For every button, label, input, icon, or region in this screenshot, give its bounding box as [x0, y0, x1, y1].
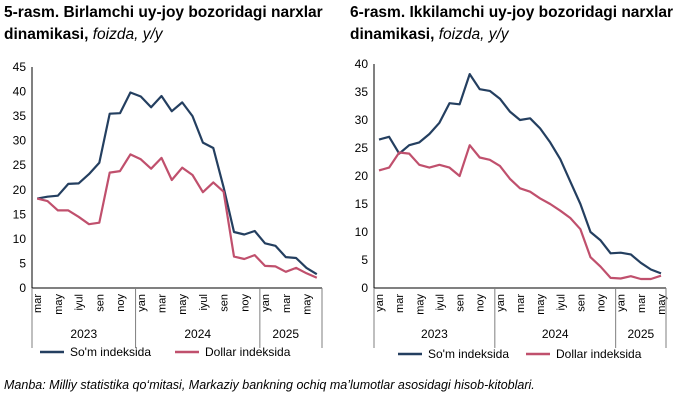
series-line-2: [378, 144, 662, 281]
x-tick-label: noy: [596, 294, 608, 312]
y-tick-label: 10: [355, 225, 369, 239]
y-tick-label: 0: [361, 281, 368, 295]
series-line-1: [37, 91, 318, 276]
y-tick-label: 35: [355, 85, 369, 99]
x-tick-label: iyul: [74, 294, 86, 311]
legend-label-2: Dollar indeksida: [205, 345, 291, 359]
x-tick-label: yan: [136, 294, 148, 312]
x-tick-label: may: [301, 294, 313, 315]
year-label: 2023: [70, 327, 97, 341]
x-tick-label: may: [53, 294, 65, 315]
legend-label-1: So'm indeksida: [428, 347, 509, 361]
x-tick-label: iyul: [434, 294, 446, 311]
legend-label-1: So'm indeksida: [70, 345, 151, 359]
y-tick-label: 25: [13, 158, 27, 172]
source-note: Manba: Milliy statistika qo‘mitasi, Mark…: [4, 378, 535, 392]
chart-title-right-unit: foizda, y/y: [438, 26, 509, 43]
y-tick-label: 20: [13, 183, 27, 197]
x-tick-label: noy: [475, 294, 487, 312]
x-tick-label: mar: [156, 294, 168, 313]
year-label: 2023: [421, 327, 448, 341]
x-tick-label: mar: [515, 294, 527, 313]
x-tick-label: mar: [636, 294, 648, 313]
x-tick-label: iyul: [555, 294, 567, 311]
chart-title-right: 6-rasm. Ikkilamchi uy-joy bozoridagi nar…: [350, 2, 680, 46]
chart-title-left-main: 5-rasm. Birlamchi uy-joy bozoridagi narx…: [4, 4, 323, 43]
legend-label-2: Dollar indeksida: [556, 347, 642, 361]
y-tick-label: 15: [355, 197, 369, 211]
x-tick-label: sen: [455, 294, 467, 312]
chart-title-left-unit: foizda, y/y: [92, 26, 163, 43]
x-tick-label: mar: [281, 294, 293, 313]
y-tick-label: 30: [13, 134, 27, 148]
x-tick-label: yan: [495, 294, 507, 312]
y-tick-label: 20: [355, 169, 369, 183]
chart-title-right-main: 6-rasm. Ikkilamchi uy-joy bozoridagi nar…: [350, 4, 674, 43]
x-tick-label: mar: [32, 294, 44, 313]
y-tick-label: 30: [355, 113, 369, 127]
x-tick-label: may: [535, 294, 547, 315]
series-line-2: [36, 153, 318, 279]
y-tick-label: 5: [19, 256, 26, 270]
x-tick-label: mar: [394, 294, 406, 313]
y-tick-label: 40: [13, 85, 27, 99]
x-tick-label: iyul: [198, 294, 210, 311]
y-tick-label: 5: [361, 253, 368, 267]
x-tick-label: may: [414, 294, 426, 315]
y-tick-label: 10: [13, 232, 27, 246]
x-tick-label: sen: [94, 294, 106, 312]
y-tick-label: 35: [13, 109, 27, 123]
y-tick-label: 15: [13, 207, 27, 221]
chart-title-left: 5-rasm. Birlamchi uy-joy bozoridagi narx…: [4, 2, 334, 46]
year-label: 2024: [184, 327, 211, 341]
x-tick-label: sen: [575, 294, 587, 312]
series-line-1: [378, 72, 662, 275]
year-label: 2025: [272, 327, 299, 341]
y-tick-label: 45: [13, 60, 27, 74]
y-tick-label: 0: [19, 281, 26, 295]
x-tick-label: sen: [219, 294, 231, 312]
x-tick-label: yan: [374, 294, 386, 312]
year-label: 2024: [542, 327, 569, 341]
y-tick-label: 25: [355, 141, 369, 155]
x-tick-label: noy: [239, 294, 251, 312]
x-tick-label: noy: [115, 294, 127, 312]
y-tick-label: 40: [355, 57, 369, 71]
x-tick-label: may: [177, 294, 189, 315]
x-tick-label: yan: [260, 294, 272, 312]
x-tick-label: may: [656, 294, 668, 315]
x-tick-label: yan: [616, 294, 628, 312]
year-label: 2025: [627, 327, 654, 341]
